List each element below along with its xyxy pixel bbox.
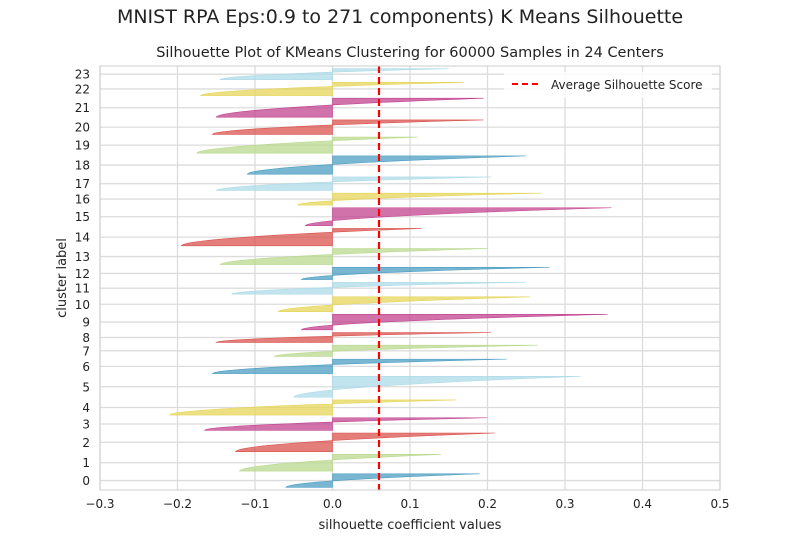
y-tick-label: 4: [82, 401, 90, 415]
y-tick-label: 13: [75, 250, 90, 264]
plot-frame: [99, 65, 721, 491]
x-tick-label: −0.2: [163, 497, 192, 511]
silhouette-cluster-23: [219, 68, 449, 80]
y-tick-label: 9: [82, 316, 90, 330]
silhouette-cluster-22: [199, 82, 465, 96]
x-tick-label: 0.5: [710, 497, 729, 511]
y-tick-label: 6: [82, 360, 90, 374]
silhouette-cluster-0: [285, 473, 480, 488]
x-tick-label: −0.1: [240, 497, 269, 511]
silhouette-cluster-8: [215, 332, 492, 343]
silhouette-cluster-17: [215, 176, 492, 191]
silhouette-cluster-4: [168, 399, 457, 416]
y-tick-label: 19: [75, 139, 90, 153]
silhouette-cluster-12: [300, 267, 550, 280]
silhouette-cluster-9: [300, 314, 608, 331]
y-tick-label: 12: [75, 267, 90, 281]
y-tick-label: 21: [75, 101, 90, 115]
silhouette-cluster-13: [219, 248, 488, 265]
silhouette-cluster-1: [238, 454, 442, 472]
x-tick-label: 0.4: [633, 497, 652, 511]
y-tick-label: 15: [75, 210, 90, 224]
silhouette-cluster-20: [211, 119, 484, 135]
silhouette-cluster-15: [304, 207, 612, 227]
y-tick-label: 3: [82, 418, 90, 432]
x-tick-label: 0.3: [555, 497, 574, 511]
figure-suptitle: MNIST RPA Eps:0.9 to 271 components) K M…: [116, 6, 684, 28]
grid-layer: [99, 66, 721, 490]
x-tick-label: 0.0: [323, 497, 342, 511]
y-tick-label: 23: [75, 68, 90, 82]
y-tick-label: 22: [75, 82, 90, 96]
y-tick-label: 7: [82, 344, 90, 358]
y-tick-label: 8: [82, 331, 90, 345]
silhouette-cluster-3: [203, 417, 488, 431]
legend-label: Average Silhouette Score: [551, 78, 703, 92]
y-tick-label: 2: [82, 436, 90, 450]
x-tick-label: −0.3: [85, 497, 114, 511]
y-tick-label: 10: [75, 298, 90, 312]
legend: Average Silhouette Score: [504, 72, 712, 98]
y-tick-label: 20: [75, 121, 90, 135]
y-tick-label: 14: [75, 231, 90, 245]
silhouette-cluster-16: [296, 192, 542, 206]
x-tick-label: 0.1: [400, 497, 419, 511]
silhouette-cluster-21: [215, 97, 484, 118]
y-tick-label: 1: [82, 456, 90, 470]
silhouette-cluster-6: [211, 358, 507, 374]
y-tick-label: 5: [82, 380, 90, 394]
y-tick-label: 17: [75, 177, 90, 191]
silhouette-cluster-14: [180, 228, 422, 247]
chart-title: Silhouette Plot of KMeans Clustering for…: [156, 45, 664, 61]
y-axis-label: cluster label: [55, 238, 70, 318]
x-tick-labels: −0.3 −0.2 −0.1 0.0 0.1 0.2 0.3 0.4 0.5: [85, 497, 729, 511]
silhouette-cluster-2: [234, 432, 496, 452]
legend-box: [504, 72, 712, 98]
silhouette-cluster-11: [230, 281, 527, 295]
silhouette-cluster-18: [246, 155, 527, 175]
y-tick-label: 11: [75, 282, 90, 296]
y-tick-label: 16: [75, 193, 90, 207]
y-tick-label: 0: [82, 474, 90, 488]
y-tick-label: 18: [75, 159, 90, 173]
silhouette-cluster-10: [277, 296, 531, 312]
silhouette-cluster-19: [196, 136, 418, 154]
silhouette-cluster-5: [293, 376, 581, 398]
silhouette-cluster-7: [273, 344, 538, 357]
x-axis-label: silhouette coefficient values: [319, 518, 502, 533]
silhouette-bars: [168, 68, 612, 488]
x-tick-label: 0.2: [478, 497, 497, 511]
